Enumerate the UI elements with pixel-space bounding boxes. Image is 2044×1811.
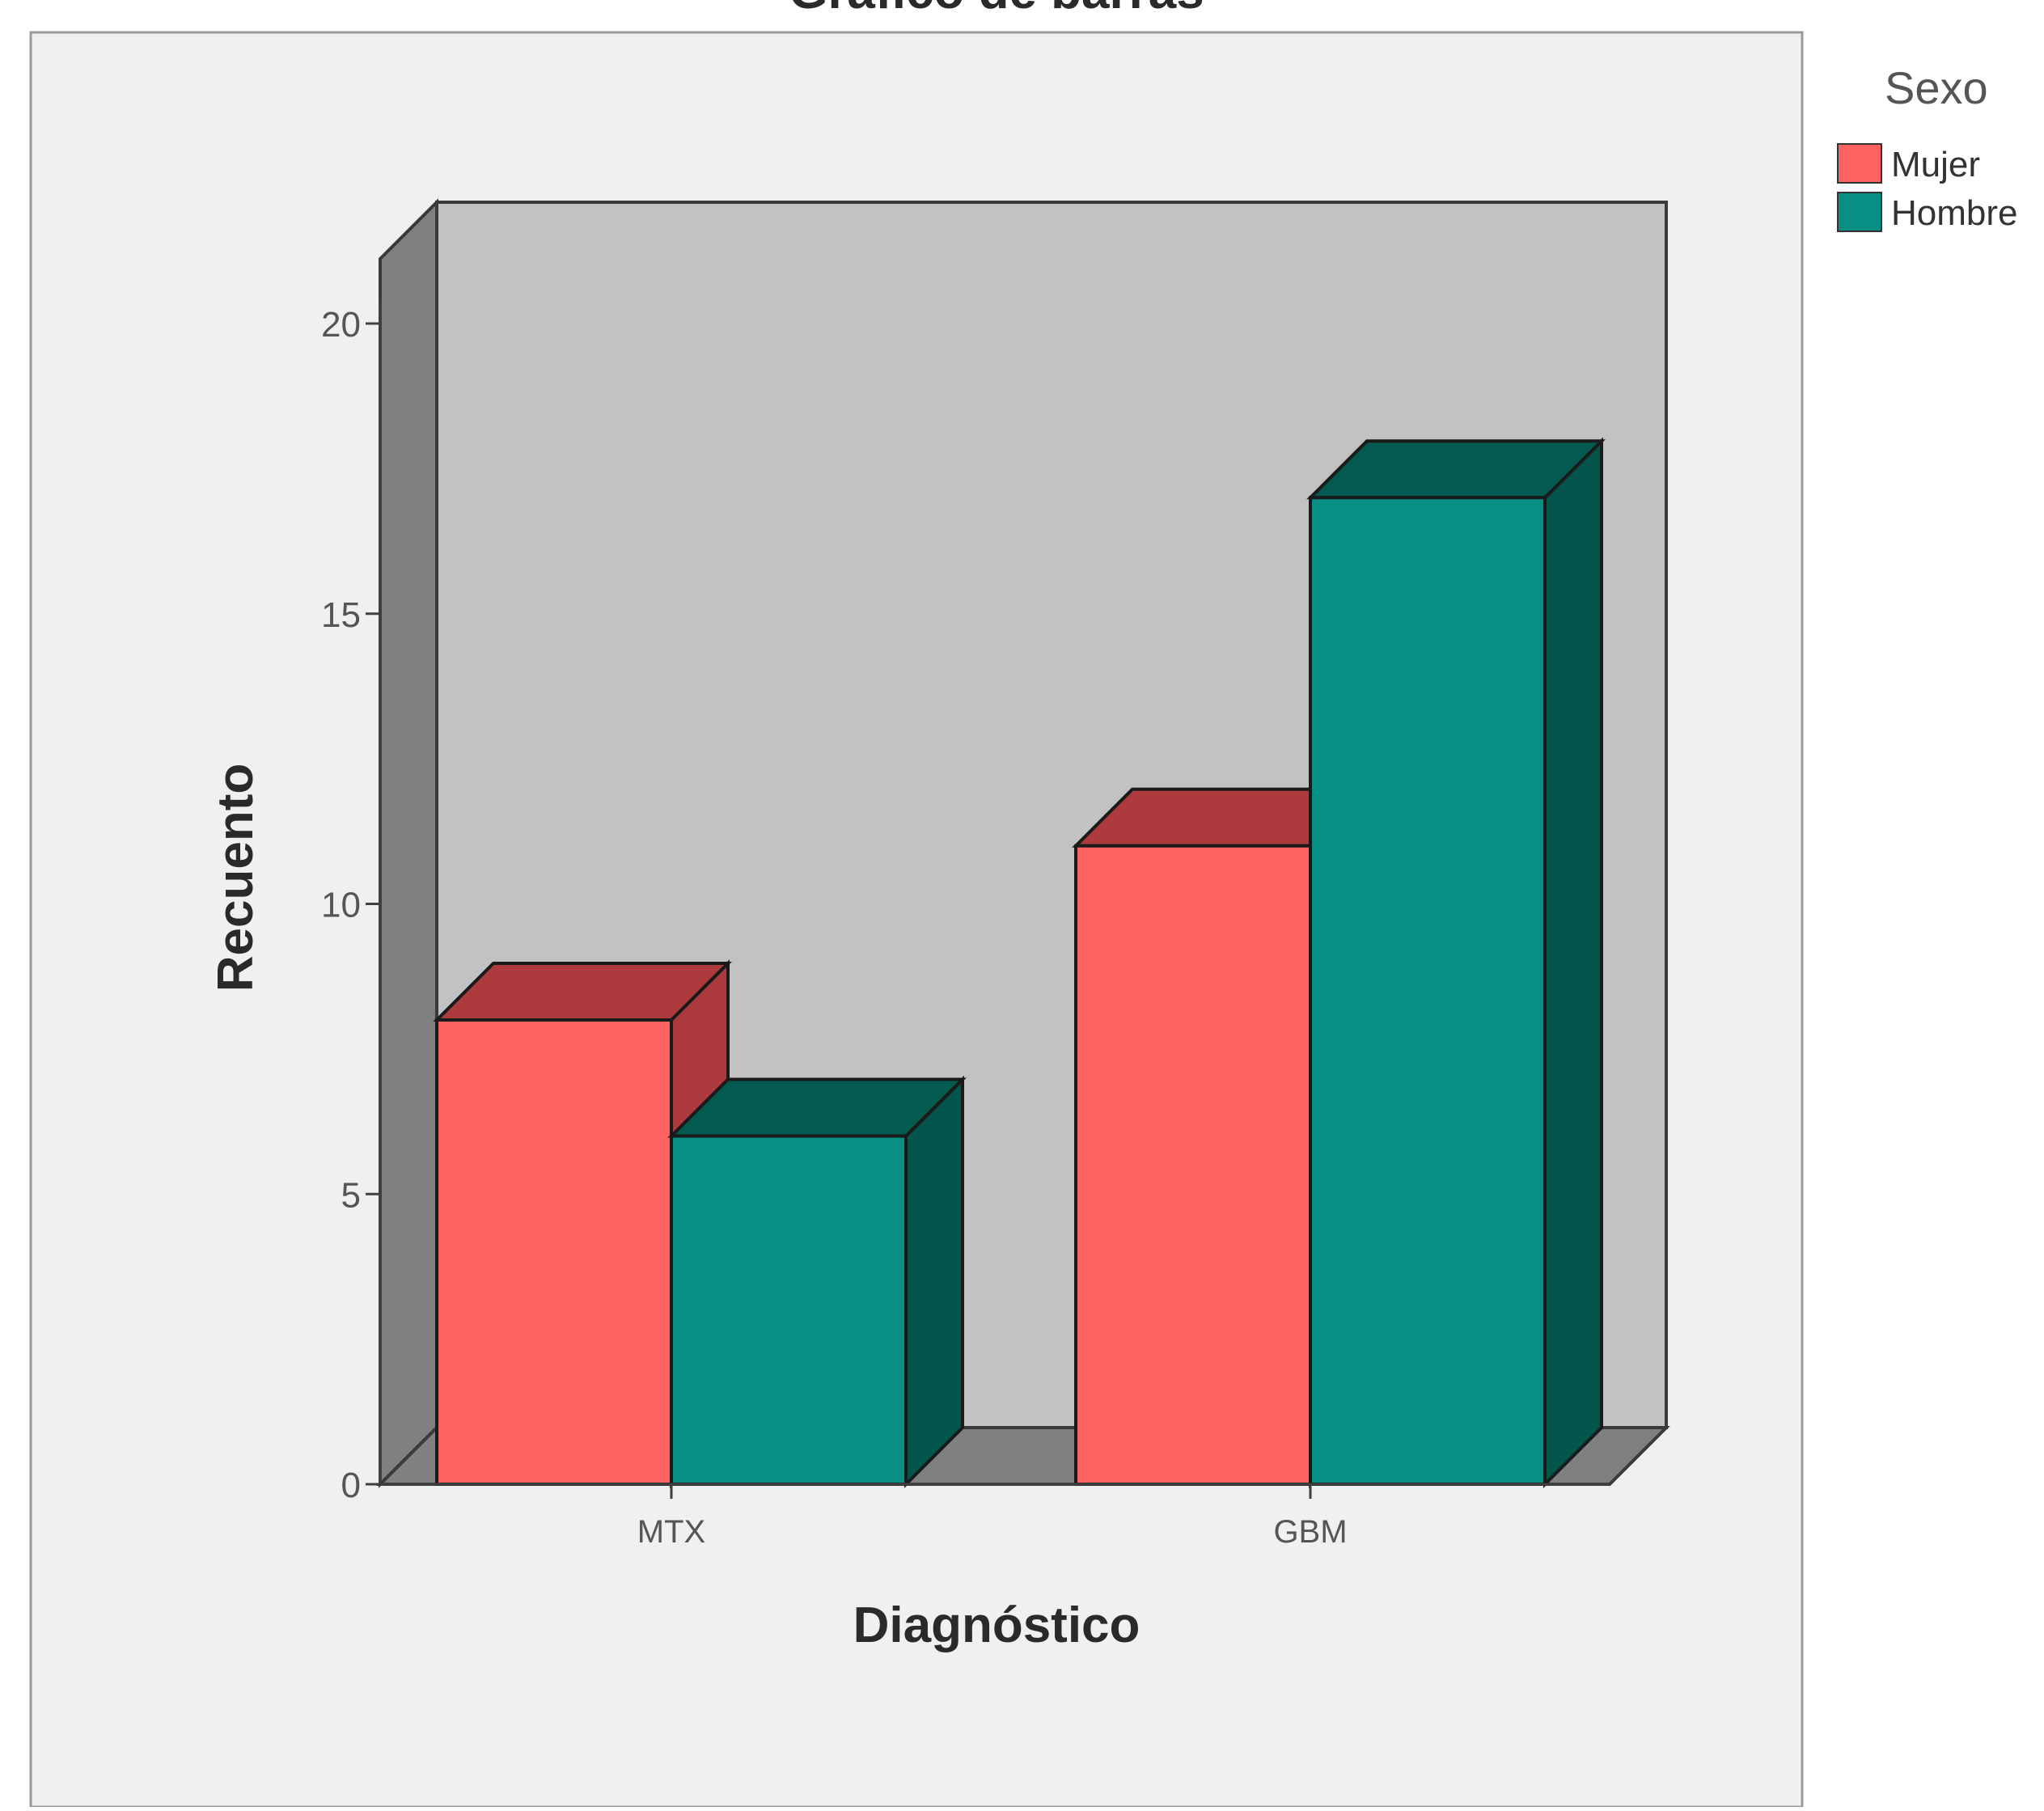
- bar-front: [670, 1134, 908, 1486]
- x-tick-label: MTX: [637, 1514, 705, 1550]
- x-axis-label: Diagnóstico: [853, 1597, 1140, 1653]
- y-tick-label: 15: [321, 595, 361, 635]
- y-axis: 0 5 10 15 20: [321, 299, 382, 1505]
- y-tick-label: 20: [321, 305, 361, 345]
- x-tick-label: GBM: [1273, 1514, 1347, 1550]
- y-tick-label: 10: [321, 886, 361, 925]
- legend: Sexo Mujer Hombre: [1837, 62, 2018, 233]
- bar-mtx-hombre: [667, 1075, 967, 1488]
- x-axis: MTX GBM: [372, 1483, 1610, 1550]
- y-tick-label: 5: [341, 1175, 361, 1215]
- bar-side: [904, 1075, 964, 1488]
- bar-gbm-hombre: [1306, 437, 1606, 1488]
- legend-label-mujer: Mujer: [1891, 145, 1980, 184]
- chart-title: Gráfico de barras: [789, 0, 1204, 19]
- legend-swatch-mujer: [1837, 143, 1882, 184]
- legend-title: Sexo: [1885, 62, 1988, 113]
- y-tick-label: 0: [341, 1466, 361, 1505]
- y-axis-label: Recuento: [208, 764, 264, 992]
- bar-front: [1074, 844, 1312, 1486]
- bars: [433, 437, 1606, 1488]
- bar-side: [1543, 437, 1603, 1488]
- side-wall: [379, 198, 438, 1488]
- legend-label-hombre: Hombre: [1891, 193, 2018, 233]
- bar-front: [435, 1018, 673, 1486]
- legend-swatch-hombre: [1837, 192, 1882, 232]
- bar-front: [1309, 496, 1547, 1486]
